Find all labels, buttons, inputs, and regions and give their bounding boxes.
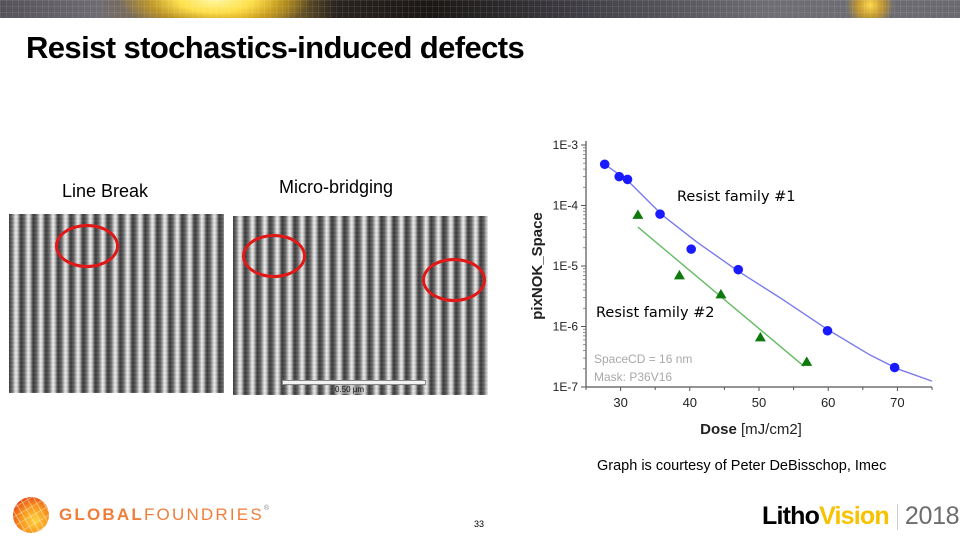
registered-mark: ® — [263, 505, 272, 512]
logo-litho: Litho — [762, 502, 820, 530]
y-axis-label: pixNOK_Space — [529, 212, 546, 320]
series1-point — [733, 264, 744, 275]
series1-point — [599, 159, 610, 170]
series1-point — [614, 171, 625, 182]
series1-label: Resist family #1 — [677, 189, 796, 205]
x-tick-label: 40 — [683, 395, 697, 410]
x-axis-label: Dose [mJ/cm2] — [700, 421, 802, 438]
spacecd-annotation: SpaceCD = 16 nm — [594, 352, 692, 366]
series1-point — [655, 209, 665, 219]
scale-bar — [282, 380, 426, 385]
defect-circle-line-break — [55, 224, 119, 268]
series2-point — [801, 356, 813, 366]
graph-credit: Graph is courtesy of Peter DeBisschop, I… — [597, 458, 887, 474]
y-tick-label: 1E-7 — [553, 380, 579, 394]
globe-icon — [13, 497, 49, 533]
line-break-label: Line Break — [62, 181, 149, 201]
series2-point — [673, 269, 685, 280]
x-tick-label: 50 — [752, 395, 766, 410]
globalfoundries-logo: GLOBALFOUNDRIES® — [13, 497, 271, 533]
logo-year: 2018 — [904, 502, 960, 530]
page-number: 33 — [474, 519, 485, 529]
mask-annotation: Mask: P36V16 — [594, 370, 672, 384]
series1-point — [822, 325, 833, 336]
company-name-bold: GLOBAL — [59, 505, 144, 524]
y-tick-label: 1E-4 — [553, 199, 579, 213]
logo-divider — [896, 503, 898, 530]
series1-point — [889, 362, 900, 373]
series2-point — [632, 209, 644, 219]
header-banner — [0, 0, 960, 18]
logo-vision: Vision — [819, 502, 890, 530]
x-tick-label: 60 — [821, 395, 835, 410]
series2-point — [754, 331, 766, 342]
company-name-light: FOUNDRIES — [143, 505, 264, 524]
series1-point — [622, 174, 633, 185]
slide-title: Resist stochastics-induced defects — [26, 30, 525, 65]
lithovision-logo: Litho Vision 2018 — [762, 502, 960, 531]
y-tick-label: 1E-6 — [553, 320, 579, 334]
x-tick-label: 70 — [890, 395, 904, 410]
series2-point — [715, 288, 727, 299]
y-tick-label: 1E-5 — [553, 259, 579, 273]
defect-circle-bridge-2 — [422, 258, 486, 302]
y-tick-label: 1E-3 — [553, 138, 579, 152]
defect-dose-chart: 1E-3 1E-4 1E-5 1E-6 1E-7 30 40 50 60 70 Dose [mJ/c… — [510, 130, 950, 440]
series1-fit-curve — [604, 163, 933, 382]
company-name: GLOBALFOUNDRIES® — [59, 505, 271, 525]
micro-bridging-label: Micro-bridging — [279, 177, 394, 197]
series2-label: Resist family #2 — [596, 305, 715, 321]
defect-circle-bridge-1 — [242, 234, 306, 278]
series1-point — [686, 244, 696, 254]
x-tick-label: 30 — [613, 395, 627, 410]
scale-bar-label: 0.50 µm — [335, 385, 365, 394]
